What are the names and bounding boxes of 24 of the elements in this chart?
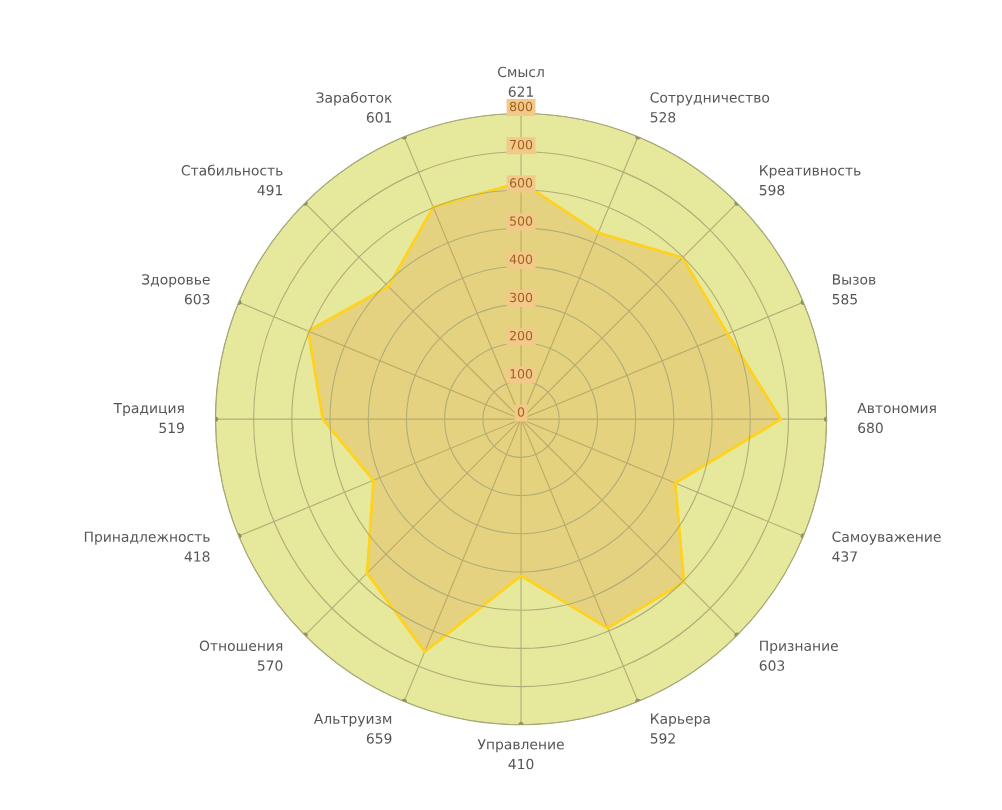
- spoke-label: Самоуважение 437: [832, 531, 941, 562]
- y-tick-label: 300: [510, 292, 533, 303]
- spoke-label: Смысл 621: [497, 66, 544, 97]
- y-tick-label: 400: [509, 254, 533, 264]
- spoke-label: Традиция 519: [113, 402, 184, 434]
- spoke-label: Креативность 598: [759, 165, 861, 196]
- spoke-label: Карьера 592: [650, 713, 710, 744]
- spoke-label: Управление 410: [477, 739, 564, 770]
- spoke-label: Стабильность 491: [181, 164, 283, 196]
- y-tick-label: 700: [510, 139, 533, 150]
- spoke-label: Сотрудничество 528: [650, 92, 770, 123]
- spoke-label: Вызов 585: [832, 274, 876, 305]
- y-tick-label: 0: [517, 407, 525, 417]
- spoke-label: Принадлежность 418: [84, 531, 210, 562]
- spoke-label: Заработок 601: [316, 91, 392, 123]
- spoke-label: Альтруизм 659: [313, 713, 392, 744]
- y-tick-label: 100: [510, 369, 533, 379]
- y-tick-label: 500: [510, 216, 533, 226]
- y-tick-label: 200: [510, 330, 533, 341]
- spoke-label: Признание 603: [759, 640, 838, 671]
- spoke-label: Автономия 680: [857, 402, 936, 434]
- spoke-label: Отношения 570: [199, 640, 283, 671]
- y-tick-label: 800: [509, 101, 533, 112]
- spoke-label: Здоровье 603: [142, 274, 210, 305]
